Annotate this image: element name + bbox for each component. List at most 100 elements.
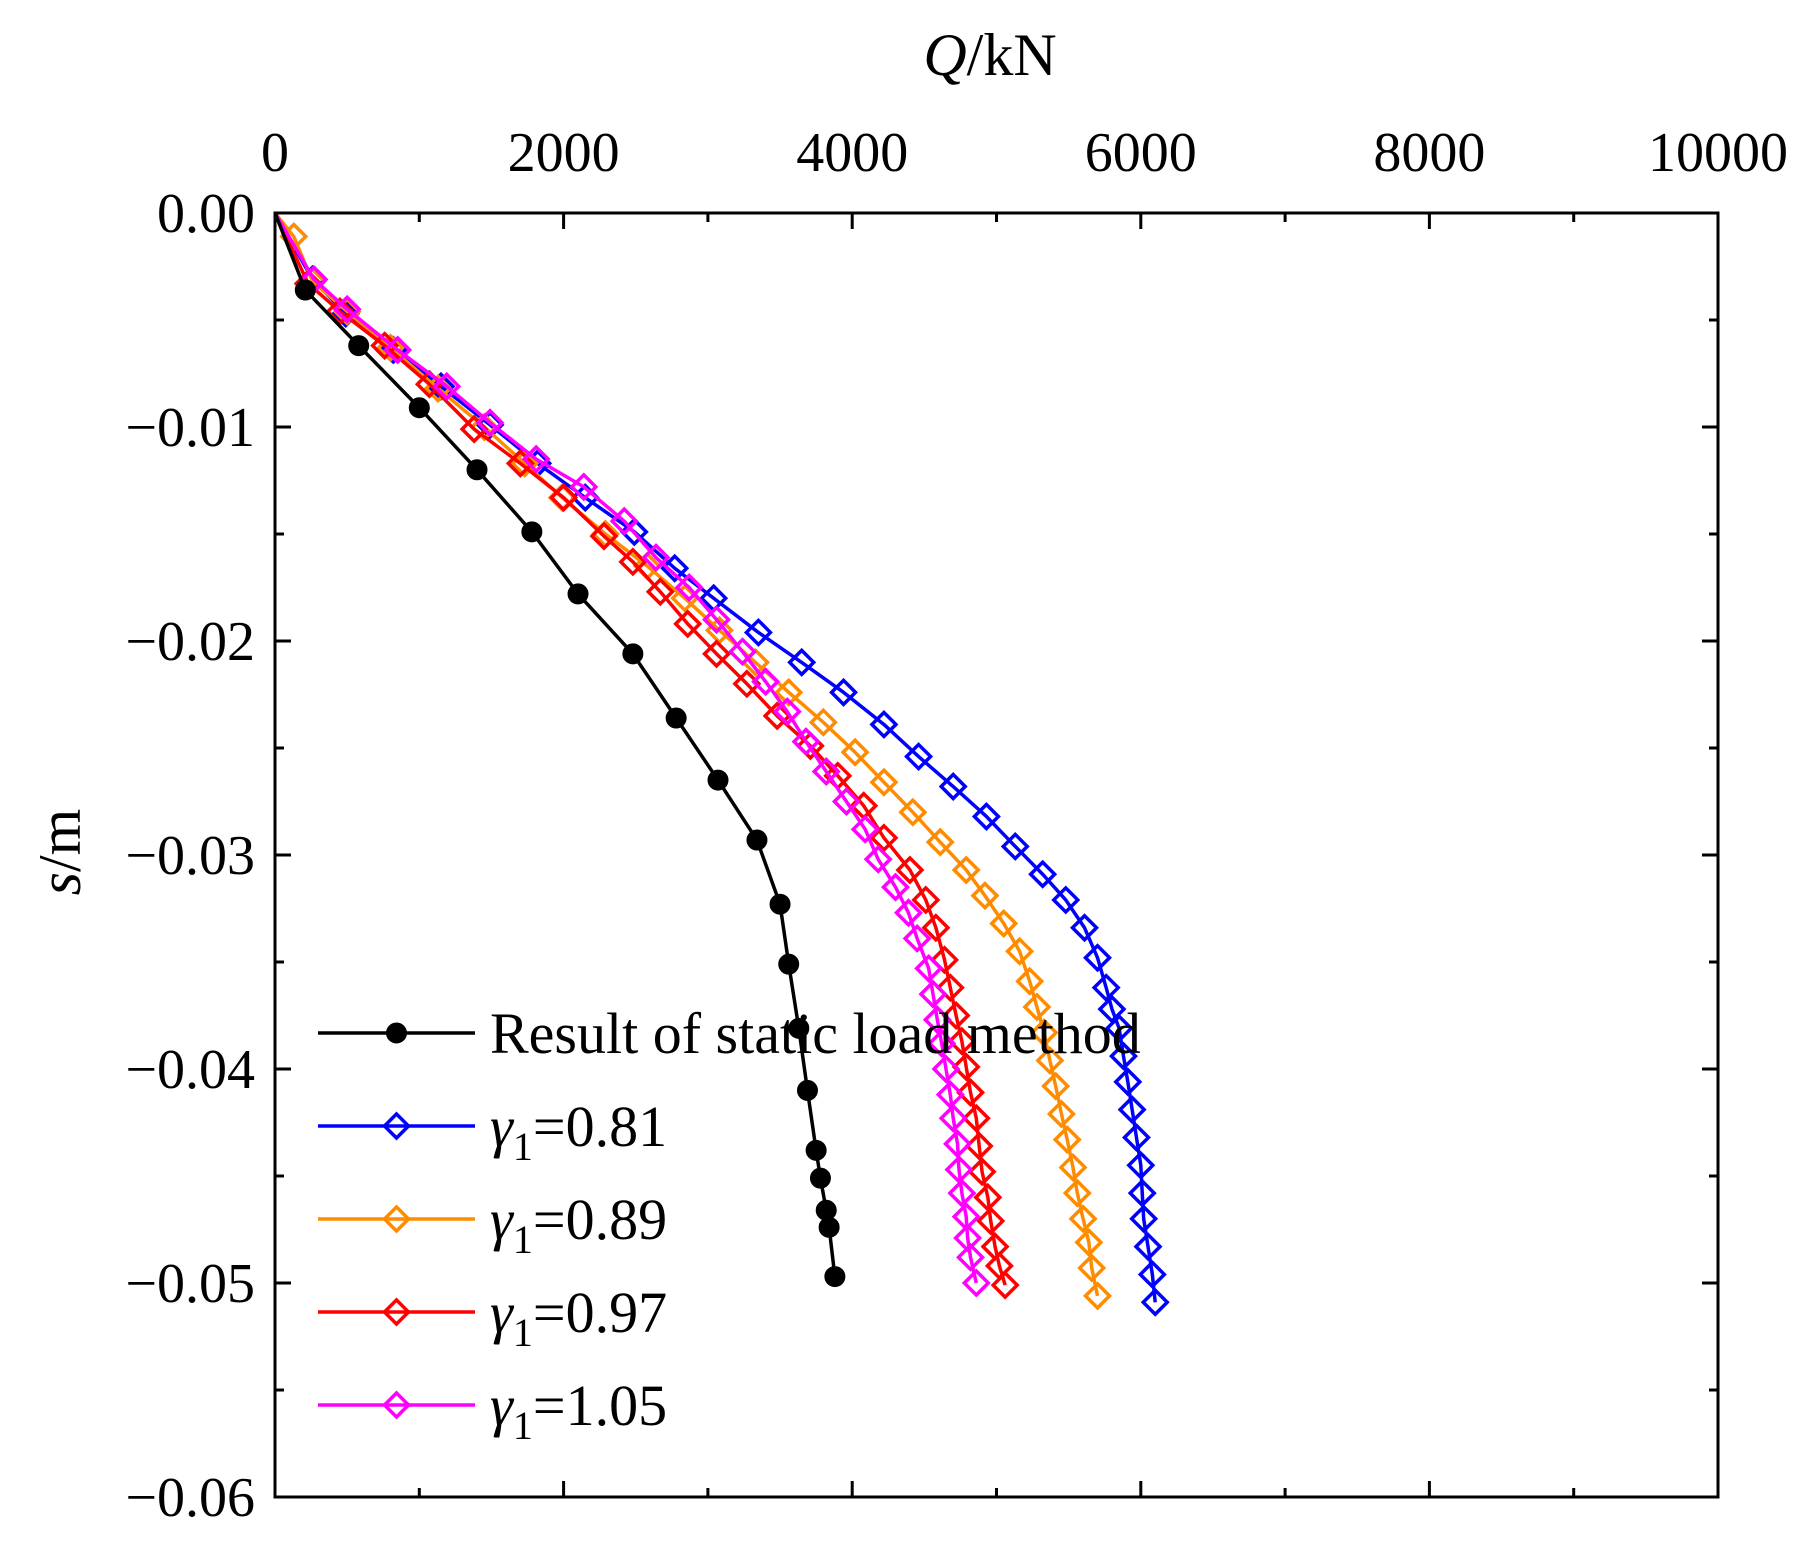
data-point [1121, 1123, 1151, 1152]
data-point [943, 1129, 973, 1159]
data-point [569, 472, 599, 502]
data-point [898, 797, 928, 827]
x-axis-unit: /kN [967, 22, 1057, 88]
data-point [1104, 1013, 1134, 1043]
series-layer [273, 211, 1170, 1317]
series-2 [273, 211, 1112, 1311]
data-point [432, 371, 462, 401]
legend-swatch-marker [382, 1297, 411, 1327]
data-point [383, 335, 413, 365]
data-point [971, 802, 1001, 831]
legend-symbol: γ [490, 1373, 515, 1438]
data-point [746, 829, 768, 851]
data-point [618, 547, 648, 577]
data-point [1022, 992, 1052, 1022]
series-1 [273, 212, 1170, 1317]
data-point [641, 543, 671, 573]
data-point [622, 643, 644, 665]
data-point [894, 898, 923, 928]
legend-item: γ1=0.89 [318, 1187, 667, 1262]
data-point [1000, 831, 1030, 861]
data-point [976, 1206, 1006, 1236]
legend-label: Result of static load method [490, 1001, 1141, 1066]
data-point [673, 609, 703, 639]
data-point [674, 573, 704, 602]
data-point [466, 459, 488, 481]
data-point [947, 1178, 977, 1208]
data-point [831, 787, 861, 816]
data-point [567, 583, 589, 605]
y-axis-title: s/m [27, 809, 93, 896]
data-point [961, 1268, 991, 1298]
legend-label: γ1=0.97 [490, 1280, 667, 1355]
data-point [1041, 1071, 1071, 1101]
x-axis-title: Q/kN [923, 22, 1056, 88]
data-point [589, 521, 619, 551]
data-point [964, 1131, 994, 1161]
legend-symbol: γ [490, 1187, 515, 1252]
data-point [961, 1103, 991, 1133]
data-point [869, 709, 899, 739]
data-point [660, 553, 690, 583]
y-tick-label: 0.00 [157, 183, 255, 245]
legend-subscript: 1 [513, 1403, 533, 1448]
data-point [895, 855, 925, 885]
data-point [751, 667, 781, 697]
legend-subscript: 1 [513, 1124, 533, 1169]
data-point [927, 1028, 957, 1058]
x-tick-label: 10000 [1648, 122, 1788, 184]
data-point [774, 677, 804, 707]
data-point [1074, 1227, 1104, 1257]
legend-item: Result of static load method [318, 1001, 1141, 1066]
data-point [1137, 1259, 1167, 1289]
data-point [970, 881, 1000, 911]
data-point [609, 506, 639, 536]
data-point [1015, 966, 1045, 996]
data-point [921, 913, 951, 943]
x-tick-label: 2000 [508, 122, 620, 184]
data-point [1097, 994, 1127, 1024]
data-point [778, 953, 800, 975]
data-point [850, 814, 880, 844]
legend-item: γ1=0.97 [318, 1280, 667, 1355]
data-point [930, 945, 960, 975]
data-point [869, 823, 899, 853]
data-point [956, 1242, 986, 1272]
data-point [408, 397, 430, 419]
legend-item: γ1=0.81 [318, 1094, 667, 1169]
data-point [989, 909, 1019, 938]
data-point [935, 973, 965, 1003]
data-point [702, 605, 732, 635]
data-point [1052, 1125, 1082, 1155]
data-point [1083, 943, 1112, 973]
data-point [1051, 885, 1081, 915]
data-point [818, 1216, 840, 1238]
data-point [788, 1017, 810, 1039]
data-point [332, 294, 362, 324]
data-point [1126, 1150, 1156, 1180]
x-tick-label: 8000 [1373, 122, 1485, 184]
data-point [762, 701, 792, 731]
data-point [911, 885, 941, 915]
data-point [914, 953, 944, 983]
data-point [931, 1054, 961, 1084]
data-point [811, 757, 841, 787]
data-point [1062, 1178, 1092, 1208]
legend-item: γ1=1.05 [318, 1373, 667, 1448]
data-point [904, 742, 934, 772]
data-point [840, 737, 870, 767]
data-point [505, 448, 535, 478]
data-point [1127, 1178, 1157, 1208]
data-point [1091, 973, 1121, 1003]
data-point [702, 639, 732, 669]
data-point [1070, 913, 1099, 943]
legend-symbol: γ [490, 1280, 515, 1345]
data-point [1028, 859, 1058, 889]
x-axis-variable: Q [923, 22, 966, 88]
data-point [902, 923, 932, 953]
y-tick-label: −0.06 [125, 1467, 255, 1529]
legend-label: γ1=1.05 [490, 1373, 667, 1448]
legend-symbol: γ [490, 1094, 515, 1159]
